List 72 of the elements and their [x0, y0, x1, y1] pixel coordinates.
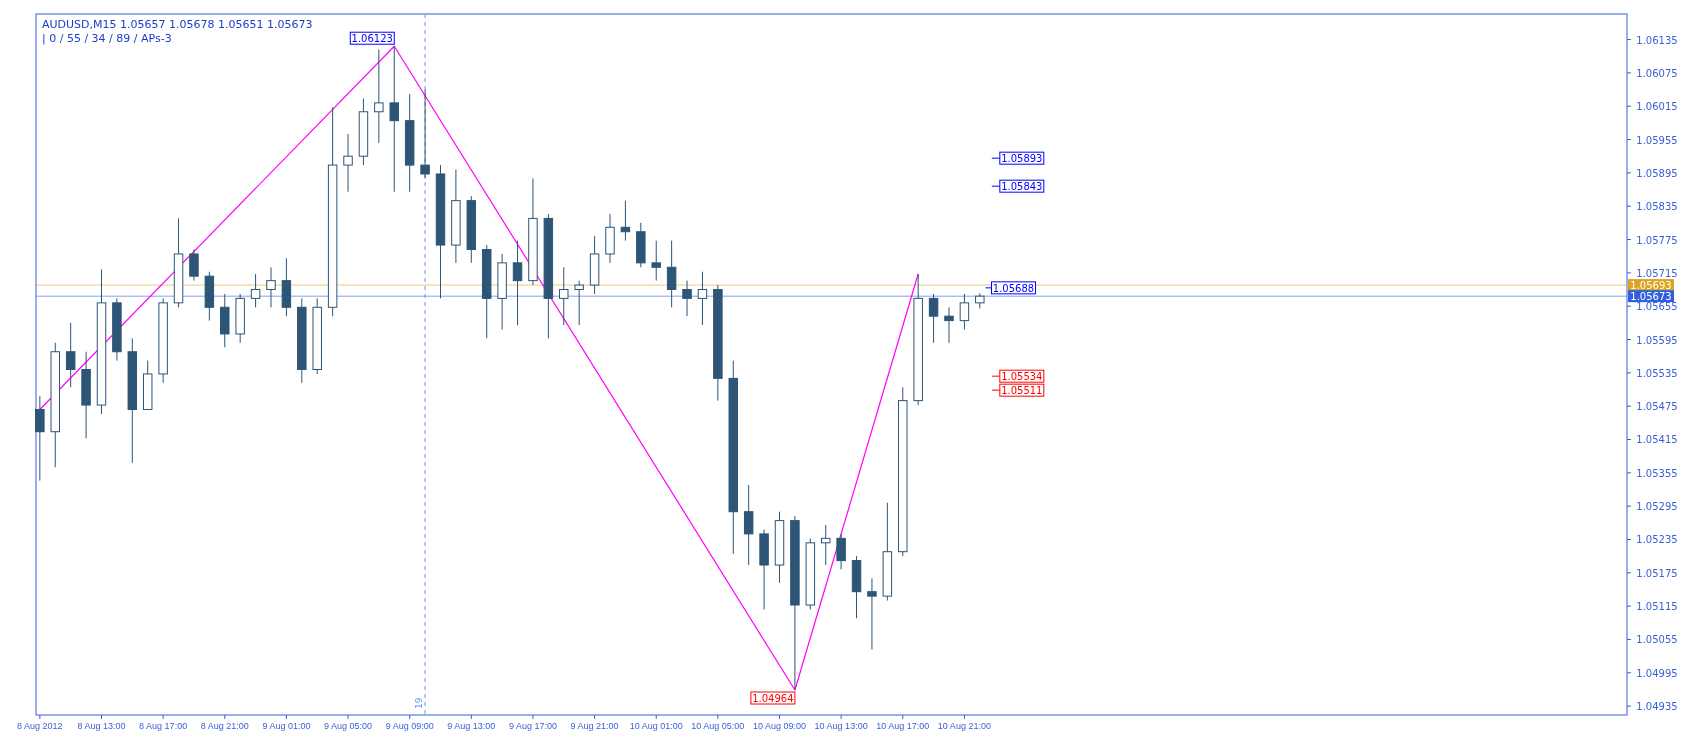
y-tick-label: 1.04995 — [1636, 667, 1678, 679]
candlestick — [836, 533, 846, 570]
candlestick — [420, 89, 430, 179]
y-tick-label: 1.05715 — [1636, 267, 1678, 279]
y-tick-label: 1.05535 — [1636, 367, 1678, 379]
annotation: 1.05534 — [1001, 371, 1043, 383]
y-tick-label: 1.05895 — [1636, 167, 1678, 179]
text: | 0 / 55 / 34 / 89 / APs-3 — [42, 32, 172, 45]
candlestick — [820, 524, 831, 566]
candlestick — [574, 280, 584, 326]
y-tick-label: 1.05775 — [1636, 234, 1678, 246]
annotation: 1.05893 — [1001, 153, 1043, 165]
candlestick — [512, 240, 523, 326]
annotation: 1.06123 — [351, 33, 393, 45]
candlestick — [651, 240, 661, 282]
x-tick-label: 9 Aug 09:00 — [385, 721, 434, 731]
candlestick — [189, 249, 199, 282]
candlestick — [266, 266, 276, 308]
x-tick-label: 8 Aug 21:00 — [200, 721, 249, 731]
candlestick — [697, 271, 708, 326]
y-tick-label: 1.06015 — [1636, 101, 1678, 113]
y-tick-label: 1.06135 — [1636, 34, 1678, 46]
x-tick-label: 9 Aug 21:00 — [570, 721, 619, 731]
ref-line-label: 19 — [414, 697, 425, 709]
candlestick — [35, 395, 45, 482]
x-tick-label: 8 Aug 2012 — [17, 721, 63, 731]
candlestick — [867, 577, 877, 650]
y-tick-label: 1.05475 — [1636, 401, 1678, 413]
candlestick — [928, 293, 939, 344]
ref-line-label: 1.05673 — [1630, 291, 1672, 303]
candlestick — [682, 280, 692, 317]
y-tick-label: 1.05955 — [1636, 134, 1678, 146]
candlestick — [559, 266, 569, 326]
x-tick-label: 8 Aug 13:00 — [77, 721, 126, 731]
candlestick — [389, 45, 399, 193]
x-tick-label: 10 Aug 13:00 — [814, 721, 868, 731]
annotation: 1.05843 — [1001, 181, 1043, 193]
x-tick-label: 10 Aug 01:00 — [629, 721, 683, 731]
x-tick-label: 9 Aug 17:00 — [508, 721, 557, 731]
annotation: 1.04964 — [752, 693, 794, 704]
x-tick-label: 8 Aug 17:00 — [139, 721, 188, 731]
y-tick-label: 1.05595 — [1636, 334, 1678, 346]
x-tick-label: 10 Aug 09:00 — [752, 721, 807, 731]
y-tick-label: 1.05655 — [1636, 301, 1678, 313]
y-tick-label: 1.04935 — [1636, 701, 1678, 713]
candlestick — [959, 293, 970, 331]
annotation: 1.05688 — [992, 282, 1035, 294]
y-tick-label: 1.05835 — [1636, 201, 1678, 213]
candlestick — [944, 306, 954, 344]
y-tick-label: 1.05115 — [1636, 601, 1678, 613]
candlestick — [250, 273, 261, 308]
candlestick — [374, 49, 384, 144]
x-tick-label: 10 Aug 05:00 — [691, 721, 745, 731]
y-tick-label: 1.05055 — [1636, 634, 1678, 646]
x-tick-label: 9 Aug 05:00 — [324, 721, 373, 731]
annotation: 1.05511 — [1001, 385, 1043, 397]
y-tick-label: 1.06075 — [1636, 67, 1678, 79]
candlestick — [666, 240, 677, 308]
candlestick — [743, 484, 754, 566]
y-tick-label: 1.05235 — [1636, 534, 1678, 546]
x-tick-label: 9 Aug 13:00 — [447, 721, 496, 731]
y-tick-label: 1.05415 — [1636, 434, 1678, 446]
y-tick-label: 1.05295 — [1636, 501, 1678, 513]
x-tick-label: 9 Aug 01:00 — [262, 721, 311, 731]
candlestick — [65, 322, 76, 388]
ref-line-label: 1.05693 — [1630, 280, 1672, 292]
chart-title: AUDUSD,M15 1.05657 1.05678 1.05651 1.05673 — [42, 18, 313, 31]
y-tick-label: 1.05355 — [1636, 467, 1678, 479]
y-tick-label: 1.05175 — [1636, 567, 1678, 579]
x-tick-label: 10 Aug 17:00 — [876, 721, 930, 731]
x-tick-label: 10 Aug 21:00 — [937, 721, 991, 731]
candlestick — [343, 133, 353, 193]
